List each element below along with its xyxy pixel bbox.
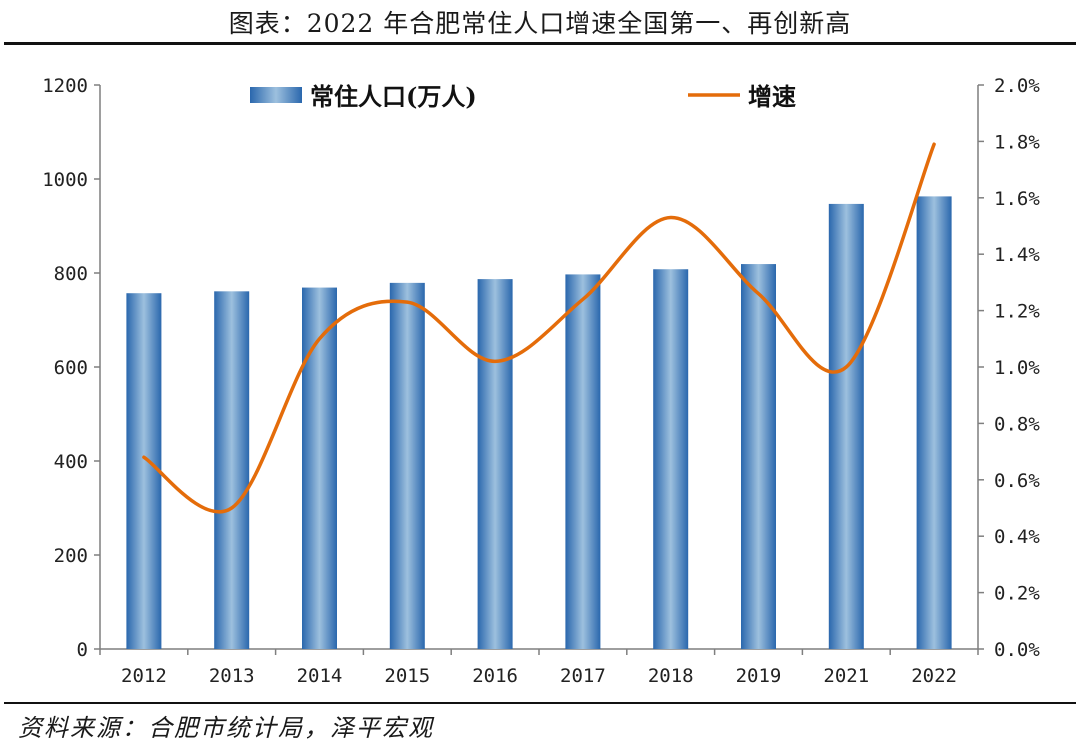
right-tick-label: 1.4% [994, 244, 1040, 266]
tick-labels: 0 200 400 600 800 1000 1200 0.0% 0.2% 0.4% 0.6% 0.8… [42, 75, 1040, 687]
bar [565, 274, 601, 649]
x-tick-label: 2019 [736, 665, 782, 687]
left-tick-label: 800 [54, 263, 88, 285]
right-tick-label: 1.8% [994, 131, 1040, 153]
right-tick-label: 0.0% [994, 639, 1040, 661]
x-tick-label: 2012 [121, 665, 167, 687]
right-tick-label: 1.0% [994, 357, 1040, 379]
x-tick-label: 2018 [648, 665, 694, 687]
right-tick-label: 2.0% [994, 75, 1040, 97]
bar [916, 196, 952, 649]
left-tick-label: 1200 [42, 75, 88, 97]
right-tick-label: 0.8% [994, 413, 1040, 435]
title-rule [4, 42, 1076, 45]
x-tick-label: 2015 [384, 665, 430, 687]
left-tick-label: 600 [54, 357, 88, 379]
bar [828, 203, 864, 649]
right-tick-label: 0.4% [994, 526, 1040, 548]
source-note: 资料来源：合肥市统计局，泽平宏观 [18, 714, 434, 742]
legend-bar-label: 常住人口(万人) [310, 82, 477, 111]
bar [741, 264, 776, 649]
right-tick-label: 0.6% [994, 470, 1040, 492]
bar [302, 287, 337, 649]
left-tick-label: 1000 [42, 169, 88, 191]
right-tick-label: 1.6% [994, 188, 1040, 210]
x-tick-label: 2016 [472, 665, 518, 687]
left-tick-label: 400 [54, 451, 88, 473]
x-tick-label: 2014 [297, 665, 343, 687]
bar-series [126, 196, 952, 649]
bar [126, 293, 162, 649]
x-tick-label: 2017 [560, 665, 606, 687]
right-tick-label: 1.2% [994, 301, 1040, 323]
x-tick-label: 2021 [823, 665, 869, 687]
footer-rule [4, 702, 1076, 704]
left-tick-label: 200 [54, 545, 88, 567]
bar [214, 291, 250, 649]
right-tick-label: 0.2% [994, 583, 1040, 605]
combo-chart: 0 200 400 600 800 1000 1200 0.0% 0.2% 0.4% 0.6% 0.8… [42, 75, 1040, 687]
x-tick-label: 2013 [209, 665, 255, 687]
growth-line [142, 142, 936, 514]
bar [653, 269, 689, 649]
x-tick-label: 2022 [911, 665, 957, 687]
legend: 常住人口(万人) 增速 [250, 82, 796, 111]
left-tick-label: 0 [77, 639, 88, 661]
bar [477, 279, 513, 649]
chart-title: 图表：2022 年合肥常住人口增速全国第一、再创新高 [228, 9, 852, 38]
legend-bar-swatch [250, 87, 302, 103]
bar [389, 282, 425, 649]
legend-line-label: 增速 [748, 82, 796, 111]
